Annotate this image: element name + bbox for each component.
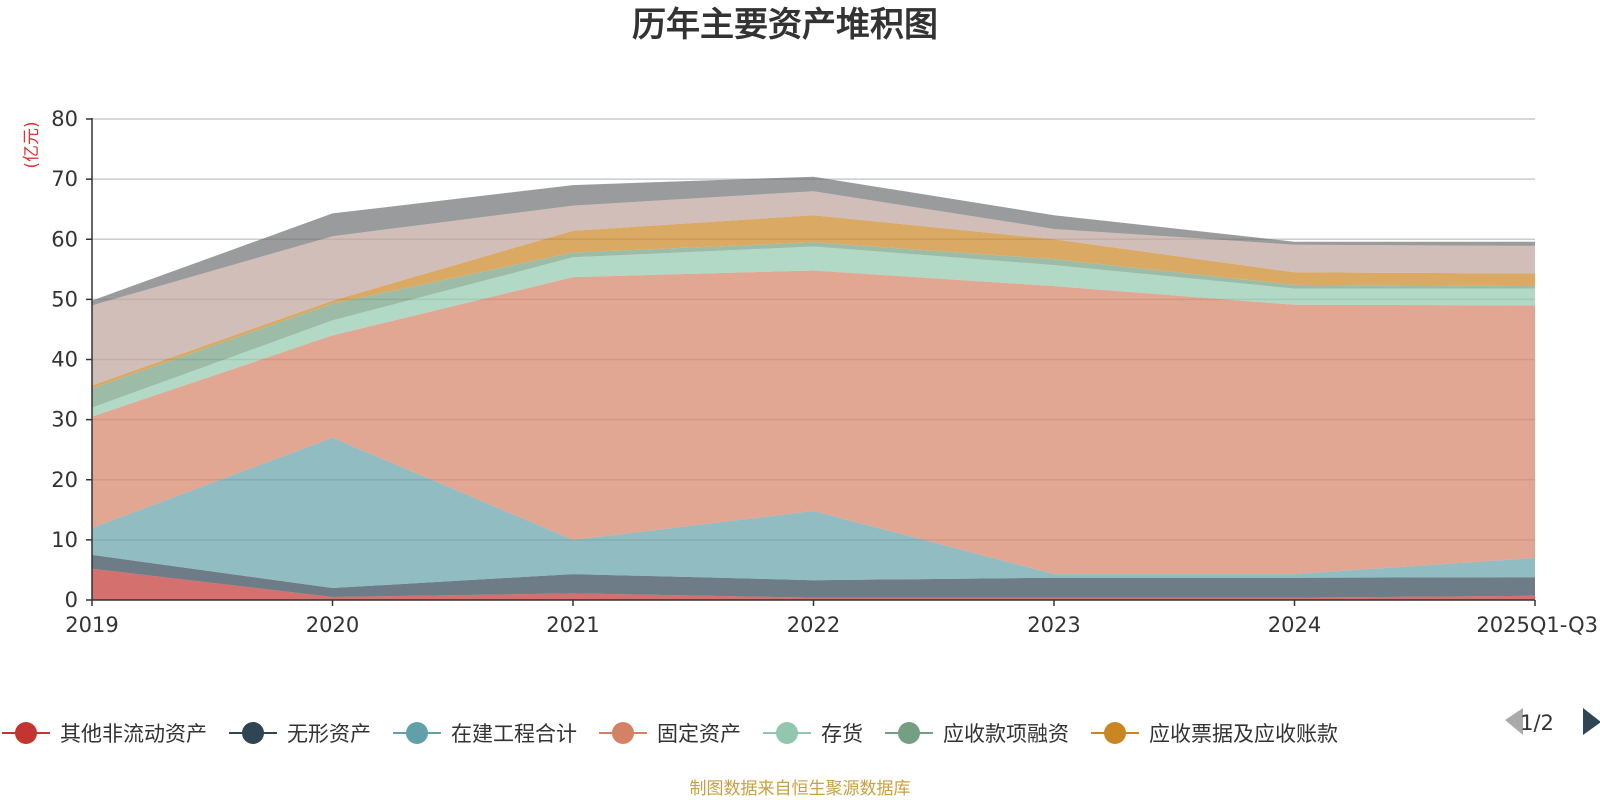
legend-next-icon[interactable]	[1583, 708, 1600, 735]
legend-item[interactable]: 其他非流动资产	[2, 722, 207, 746]
series-area[interactable]	[92, 242, 1535, 408]
series-area[interactable]	[92, 568, 1535, 600]
y-tick-label: 20	[51, 468, 78, 492]
y-tick-label: 40	[51, 348, 78, 372]
y-tick-label: 30	[51, 408, 78, 432]
x-tick-label: 2021	[546, 613, 599, 637]
series-area[interactable]	[92, 270, 1535, 575]
x-tick-label: 2025Q1-Q3	[1476, 613, 1598, 637]
legend-marker-icon	[776, 722, 798, 744]
chart-title: 历年主要资产堆积图	[632, 5, 938, 45]
series-area[interactable]	[92, 554, 1535, 598]
y-tick-label: 0	[65, 588, 78, 612]
series-area[interactable]	[92, 176, 1535, 306]
y-tick-label: 50	[51, 287, 78, 311]
y-axis-ticks: 0 10 20 30 40 50 60 70 80	[51, 107, 92, 612]
x-tick-label: 2019	[65, 613, 118, 637]
x-tick-label: 2023	[1027, 613, 1080, 637]
x-tick-label: 2022	[787, 613, 840, 637]
y-tick-label: 10	[51, 528, 78, 552]
legend: 其他非流动资产 无形资产 在建工程合计 固定资产 存货 应收款项融资 应收票据及应收账款	[2, 722, 1338, 746]
legend-pager: 1/2	[1505, 708, 1600, 735]
series-area[interactable]	[92, 437, 1535, 588]
legend-marker-icon	[612, 722, 634, 744]
legend-marker-icon	[242, 722, 264, 744]
legend-marker-icon	[406, 722, 428, 744]
legend-marker-icon	[15, 722, 37, 744]
series-areas	[92, 176, 1535, 600]
legend-label: 存货	[821, 722, 863, 746]
legend-item[interactable]: 无形资产	[229, 722, 371, 746]
legend-label: 应收款项融资	[943, 722, 1069, 746]
legend-marker-icon	[898, 722, 920, 744]
series-area[interactable]	[92, 191, 1535, 386]
legend-marker-icon	[1104, 722, 1126, 744]
series-area[interactable]	[92, 246, 1535, 417]
legend-item[interactable]: 存货	[763, 722, 863, 746]
legend-item[interactable]: 应收款项融资	[885, 722, 1069, 746]
legend-item[interactable]: 固定资产	[599, 722, 741, 746]
legend-label: 固定资产	[657, 722, 741, 746]
y-tick-label: 80	[51, 107, 78, 131]
y-tick-label: 70	[51, 167, 78, 191]
legend-label: 其他非流动资产	[60, 722, 207, 746]
legend-label: 应收票据及应收账款	[1149, 722, 1338, 746]
legend-label: 无形资产	[287, 722, 371, 746]
x-tick-label: 2024	[1268, 613, 1321, 637]
legend-label: 在建工程合计	[451, 722, 577, 746]
x-tick-label: 2020	[306, 613, 359, 637]
x-axis-ticks: 2019 2020 2021 2022 2023 2024 2025Q1-Q3	[65, 600, 1598, 637]
legend-item[interactable]: 应收票据及应收账款	[1091, 722, 1338, 746]
y-tick-label: 60	[51, 227, 78, 251]
legend-item[interactable]: 在建工程合计	[393, 722, 577, 746]
y-axis-unit: (亿元)	[22, 121, 42, 168]
legend-page-indicator: 1/2	[1520, 711, 1554, 735]
legend-prev-icon[interactable]	[1505, 708, 1523, 735]
data-source-note: 制图数据来自恒生聚源数据库	[690, 779, 911, 799]
series-area[interactable]	[92, 215, 1535, 389]
